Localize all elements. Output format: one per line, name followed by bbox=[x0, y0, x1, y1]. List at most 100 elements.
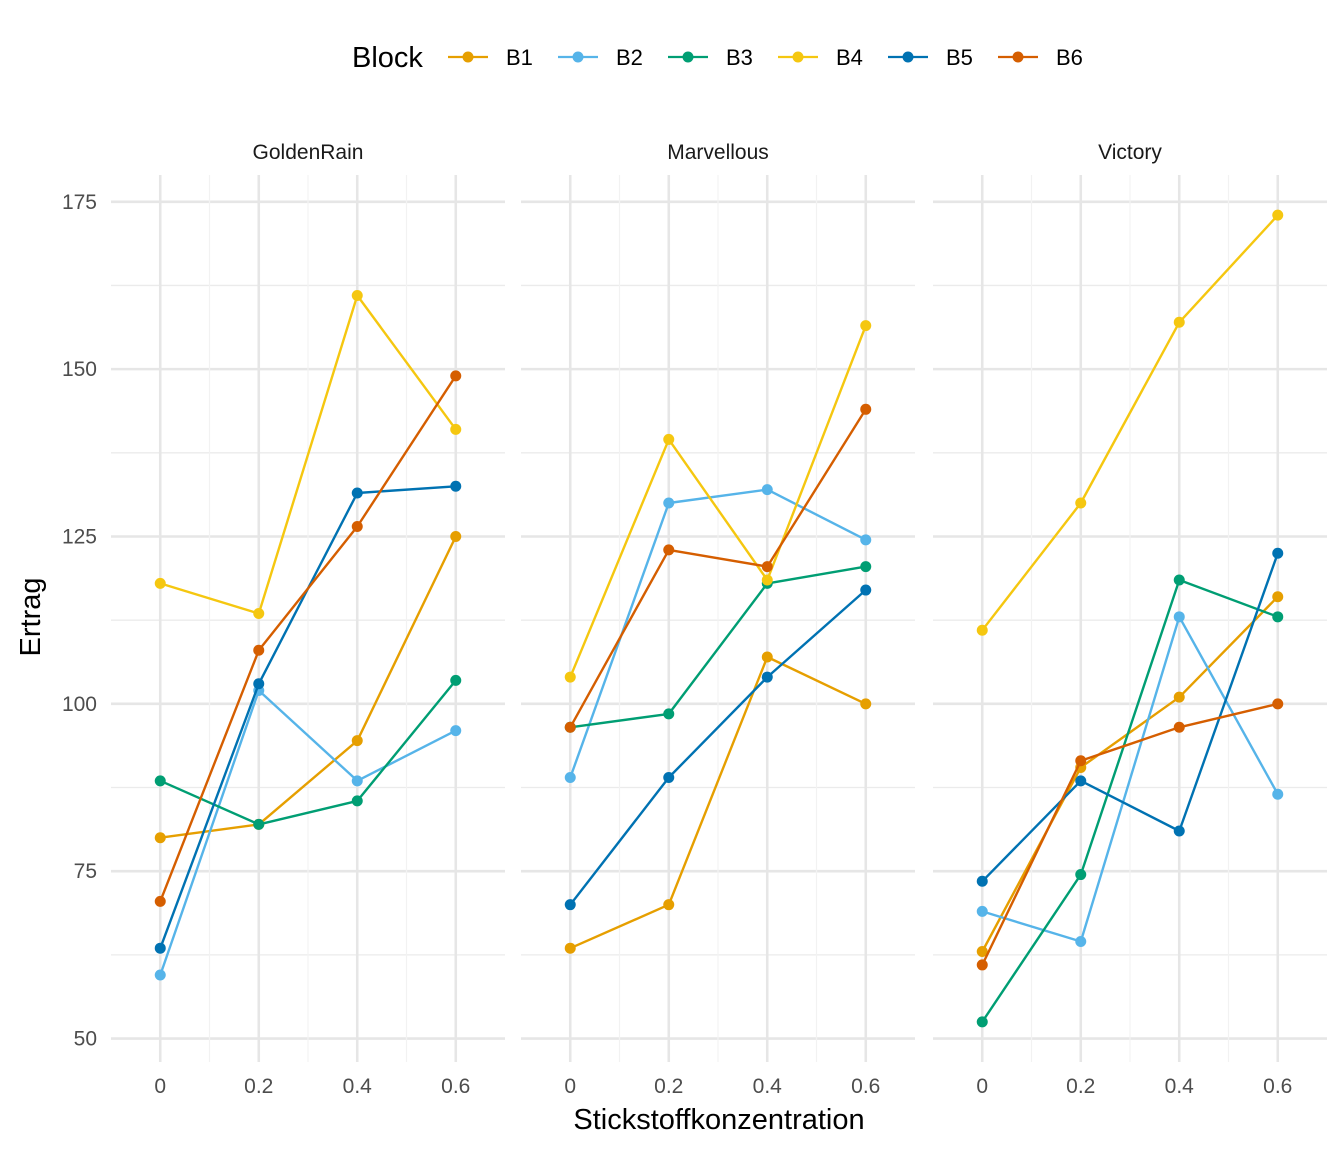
data-point bbox=[564, 721, 576, 733]
data-point bbox=[860, 534, 872, 546]
data-point bbox=[761, 651, 773, 663]
data-point bbox=[253, 678, 265, 690]
legend: Block B1 B2 B3 B4 B5 B6 bbox=[352, 42, 1083, 74]
x-tick-label: 0 bbox=[564, 1075, 576, 1098]
series-line bbox=[159, 679, 457, 826]
legend-item-b6: B6 bbox=[998, 45, 1083, 70]
data-point bbox=[564, 942, 576, 954]
data-point bbox=[1173, 721, 1185, 733]
legend-item-b1: B1 bbox=[448, 45, 533, 70]
data-point bbox=[1272, 611, 1284, 623]
series-b3 bbox=[154, 674, 462, 830]
y-tick-label: 125 bbox=[62, 525, 97, 548]
data-point bbox=[1272, 591, 1284, 603]
series-line bbox=[569, 565, 867, 729]
data-point bbox=[1075, 869, 1087, 881]
data-point bbox=[1272, 547, 1284, 559]
series-b4 bbox=[564, 320, 872, 683]
x-tick-label: 0.6 bbox=[1263, 1075, 1292, 1098]
panels: GoldenRain 0 0.2 0.4 0.6 50 75 100 125 150 175 Marv… bbox=[62, 141, 1327, 1098]
data-point bbox=[976, 905, 988, 917]
series-line bbox=[159, 294, 457, 615]
y-tick-label: 75 bbox=[74, 860, 97, 883]
data-point bbox=[564, 671, 576, 683]
x-tick-label: 0.2 bbox=[244, 1075, 273, 1098]
x-tick-label: 0.6 bbox=[851, 1075, 880, 1098]
data-point bbox=[564, 899, 576, 911]
data-point bbox=[351, 735, 363, 747]
data-point bbox=[154, 942, 166, 954]
y-tick-label: 175 bbox=[62, 191, 97, 214]
data-point bbox=[351, 487, 363, 499]
data-point bbox=[860, 403, 872, 415]
series-b2 bbox=[976, 611, 1284, 948]
data-point bbox=[860, 698, 872, 710]
panel-title: GoldenRain bbox=[253, 141, 364, 164]
data-point bbox=[1272, 209, 1284, 221]
data-point bbox=[761, 671, 773, 683]
series-line bbox=[569, 588, 867, 906]
data-point bbox=[663, 708, 675, 720]
data-point bbox=[1075, 936, 1087, 948]
data-point bbox=[1075, 775, 1087, 787]
legend-item-b2: B2 bbox=[558, 45, 643, 70]
series-line bbox=[981, 552, 1280, 883]
data-point bbox=[663, 771, 675, 783]
x-tick-label: 0.2 bbox=[1066, 1075, 1095, 1098]
data-point bbox=[450, 423, 462, 435]
series-line bbox=[569, 655, 867, 950]
data-point bbox=[1173, 611, 1185, 623]
x-tick-label: 0.4 bbox=[1165, 1075, 1195, 1098]
data-point bbox=[663, 433, 675, 445]
data-point bbox=[1173, 825, 1185, 837]
legend-key-point bbox=[1012, 51, 1024, 63]
series-b1 bbox=[976, 591, 1284, 958]
y-axis-title: Ertrag bbox=[15, 578, 47, 657]
x-tick-label: 0.6 bbox=[441, 1075, 470, 1098]
legend-item-b5: B5 bbox=[888, 45, 973, 70]
data-point bbox=[1272, 788, 1284, 800]
data-point bbox=[976, 624, 988, 636]
y-tick-label: 50 bbox=[74, 1028, 97, 1051]
panel-marvellous: Marvellous 0 0.2 0.4 0.6 bbox=[521, 141, 915, 1098]
series-b1 bbox=[564, 651, 872, 954]
data-point bbox=[1075, 497, 1087, 509]
data-point bbox=[976, 946, 988, 958]
data-point bbox=[860, 584, 872, 596]
data-point bbox=[564, 771, 576, 783]
panel-title: Victory bbox=[1098, 141, 1162, 164]
data-point bbox=[351, 520, 363, 532]
legend-label: B4 bbox=[836, 45, 863, 70]
series-b4 bbox=[976, 209, 1284, 636]
x-tick-label: 0 bbox=[976, 1075, 988, 1098]
x-tick-label: 0.2 bbox=[654, 1075, 683, 1098]
legend-item-b3: B3 bbox=[668, 45, 753, 70]
legend-key-point bbox=[792, 51, 804, 63]
data-point bbox=[1173, 691, 1185, 703]
x-tick-label: 0.4 bbox=[343, 1075, 373, 1098]
data-point bbox=[860, 320, 872, 332]
x-tick-label: 0 bbox=[154, 1075, 166, 1098]
legend-item-b4: B4 bbox=[778, 45, 863, 70]
data-point bbox=[253, 607, 265, 619]
series-line bbox=[159, 689, 457, 977]
panel-goldenrain: GoldenRain 0 0.2 0.4 0.6 50 75 100 125 150 175 bbox=[62, 141, 505, 1098]
panel-title: Marvellous bbox=[667, 141, 769, 164]
data-point bbox=[154, 577, 166, 589]
data-point bbox=[154, 969, 166, 981]
data-point bbox=[253, 644, 265, 656]
data-point bbox=[976, 1016, 988, 1028]
legend-key-point bbox=[682, 51, 694, 63]
data-point bbox=[663, 497, 675, 509]
series-b3 bbox=[976, 574, 1284, 1028]
series-b6 bbox=[976, 698, 1284, 971]
data-point bbox=[154, 895, 166, 907]
data-point bbox=[1173, 574, 1185, 586]
series-line bbox=[569, 324, 867, 679]
data-point bbox=[450, 725, 462, 737]
series-line bbox=[981, 578, 1280, 1023]
data-point bbox=[663, 899, 675, 911]
legend-title: Block bbox=[352, 42, 423, 74]
legend-label: B6 bbox=[1056, 45, 1083, 70]
